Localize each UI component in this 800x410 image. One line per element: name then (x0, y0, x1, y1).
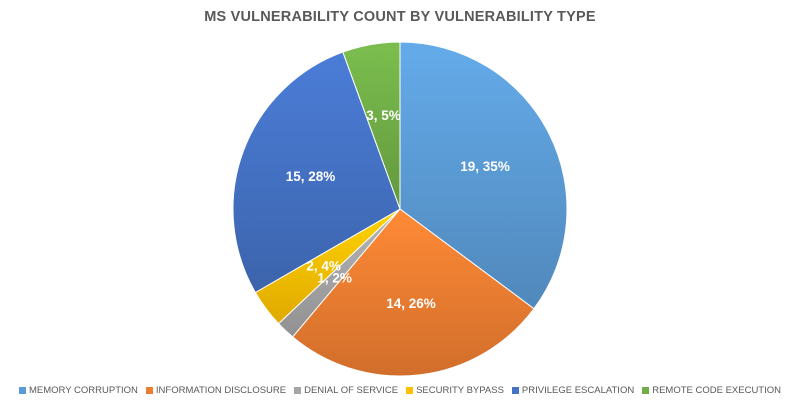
legend-item-denial-of-service: DENIAL OF SERVICE (294, 385, 398, 396)
data-label-denial-of-service: 1, 2% (317, 271, 352, 286)
legend-label: REMOTE CODE EXECUTION (652, 385, 781, 396)
legend-item-memory-corruption: MEMORY CORRUPTION (18, 385, 138, 396)
pie-plot-area: 19, 35% 14, 26% 1, 2%2, 4% 15, 28% 3, 5% (232, 41, 568, 377)
pie-slice-privilege-escalation (232, 51, 401, 294)
legend-item-remote-code-execution: REMOTE CODE EXECUTION (642, 385, 781, 396)
legend-swatch (642, 387, 650, 394)
legend-label: DENIAL OF SERVICE (304, 385, 399, 396)
data-label-memory-corruption: 19, 35% (460, 159, 510, 174)
legend-swatch (18, 387, 26, 394)
pie-slice-information-disclosure (291, 208, 535, 377)
pie-slice-memory-corruption (399, 41, 568, 310)
data-label-remote-code-execution: 3, 5% (366, 108, 401, 123)
legend-swatch (511, 387, 519, 394)
legend-swatch (145, 387, 153, 394)
chart-title: MS VULNERABILITY COUNT BY VULNERABILITY … (204, 9, 596, 25)
legend-item-security-bypass: SECURITY BYPASS (406, 385, 504, 396)
data-label-privilege-escalation: 15, 28% (286, 169, 336, 184)
legend-label: INFORMATION DISCLOSURE (155, 385, 287, 396)
data-label-security-bypass: 2, 4% (306, 258, 341, 273)
legend: MEMORY CORRUPTION INFORMATION DISCLOSURE D… (0, 385, 800, 396)
legend-swatch (406, 387, 414, 394)
legend-item-information-disclosure: INFORMATION DISCLOSURE (145, 385, 287, 396)
data-label-information-disclosure: 14, 26% (386, 296, 436, 311)
pie-slice-remote-code-execution (342, 41, 401, 210)
legend-label: PRIVILEGE ESCALATION (521, 385, 635, 396)
legend-label: SECURITY BYPASS (416, 385, 504, 396)
legend-swatch (294, 387, 302, 394)
legend-item-privilege-escalation: PRIVILEGE ESCALATION (511, 385, 635, 396)
legend-label: MEMORY CORRUPTION (28, 385, 138, 396)
